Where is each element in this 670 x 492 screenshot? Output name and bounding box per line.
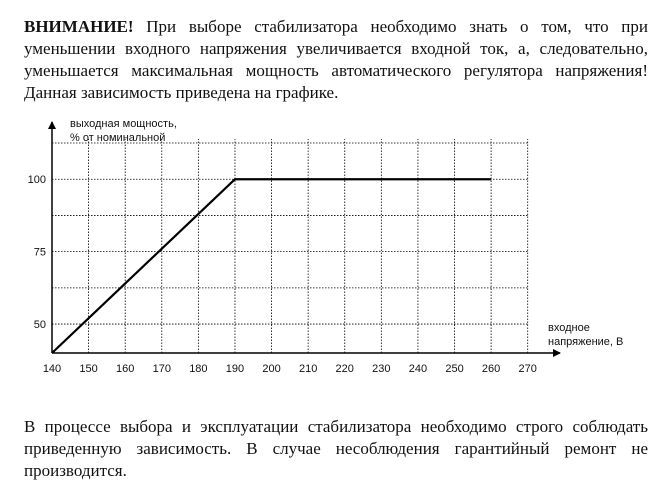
y-axis-label-line-2: % от номинальной [70, 132, 165, 144]
footer-paragraph: В процессе выбора и эксплуатации стабили… [24, 417, 648, 480]
x-tick-label-270: 270 [519, 363, 537, 375]
intro-text: При выборе стабилизатора необходимо знат… [24, 17, 648, 102]
y-axis-label-line-1: выходная мощность, [70, 118, 177, 130]
x-tick-label-140: 140 [43, 363, 61, 375]
warning-label: ВНИМАНИЕ! [24, 17, 134, 36]
x-axis-label-line-1: входное [548, 322, 590, 334]
x-tick-label-180: 180 [189, 363, 207, 375]
y-tick-label-50: 50 [34, 319, 46, 331]
chart-axes [48, 121, 561, 357]
y-tick-label-100: 100 [28, 174, 46, 186]
x-tick-label-240: 240 [409, 363, 427, 375]
chart-series [51, 178, 492, 354]
x-tick-label-230: 230 [372, 363, 390, 375]
x-tick-label-200: 200 [262, 363, 280, 375]
chart-ticks: 140 150 160 170 180 190 200 210 220 230 240 250 260 2… [28, 174, 537, 375]
chart-grid [52, 139, 529, 353]
x-tick-label-220: 220 [336, 363, 354, 375]
intro-paragraph: ВНИМАНИЕ! При выборе стабилизатора необх… [24, 16, 648, 104]
y-tick-label-75: 75 [34, 247, 46, 259]
power-voltage-chart: 140 150 160 170 180 190 200 210 220 230 240 250 260 2… [28, 118, 624, 375]
x-tick-label-160: 160 [116, 363, 134, 375]
x-tick-label-150: 150 [79, 363, 97, 375]
x-tick-label-190: 190 [226, 363, 244, 375]
x-tick-label-260: 260 [482, 363, 500, 375]
x-tick-label-210: 210 [299, 363, 317, 375]
x-tick-label-250: 250 [445, 363, 463, 375]
x-axis-label-line-2: напряжение, В [548, 336, 623, 348]
series-line-0 [51, 178, 492, 354]
x-tick-label-170: 170 [153, 363, 171, 375]
chart-axis-labels: выходная мощность, % от номинальной вход… [70, 118, 623, 348]
